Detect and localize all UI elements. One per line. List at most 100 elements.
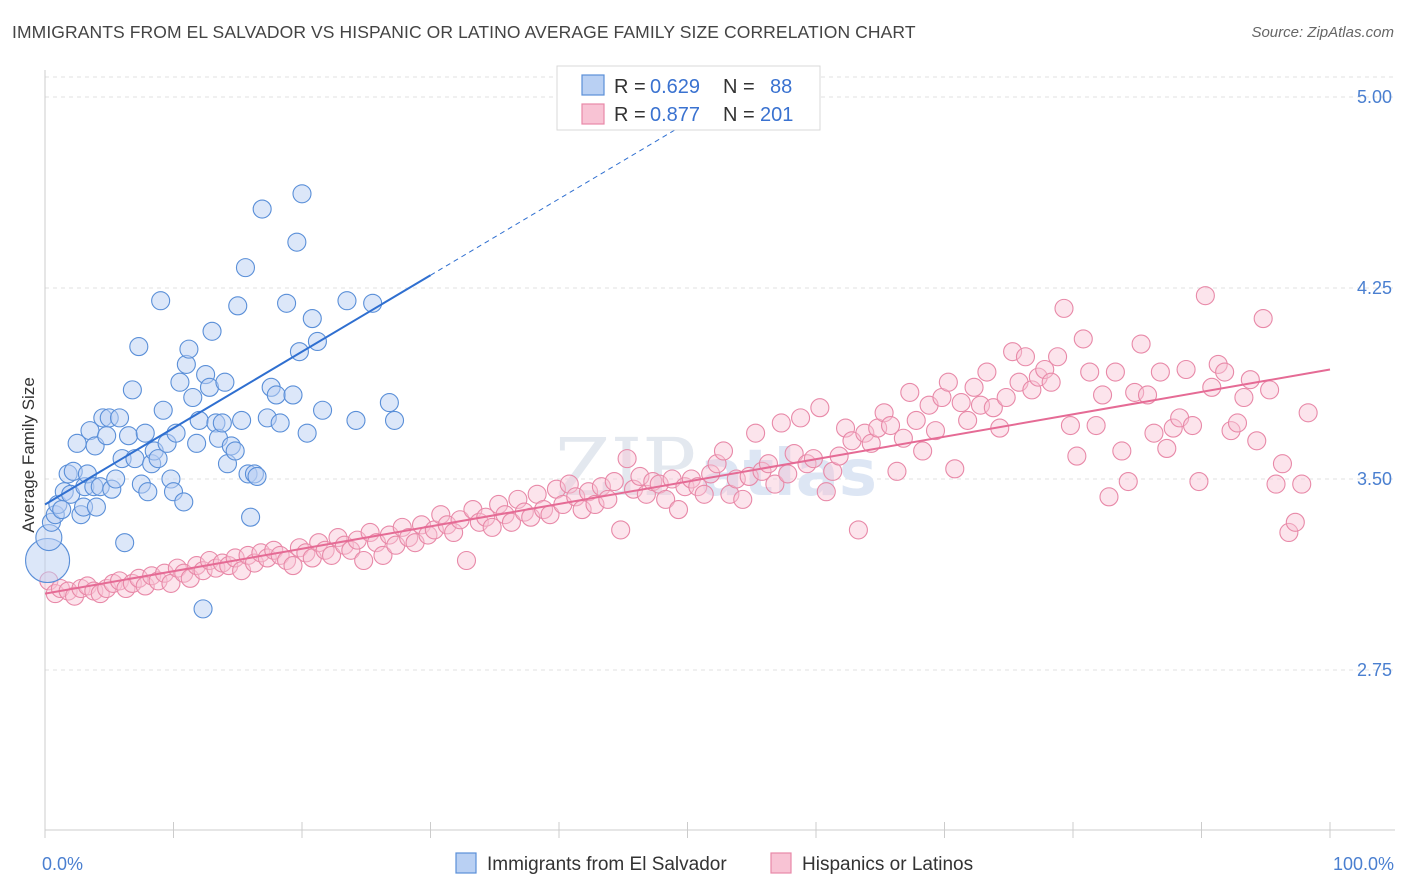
- point-el-salvador-33: [135, 423, 155, 443]
- y-tick-labels: 2.75 3.50 4.25 5.00: [1357, 87, 1392, 680]
- point-hispanic-146: [977, 362, 997, 382]
- y-tick-label-2: 4.25: [1357, 278, 1392, 298]
- point-hispanic-90: [617, 449, 637, 469]
- point-hispanic-73: [508, 489, 528, 509]
- point-hispanic-173: [1150, 362, 1170, 382]
- point-hispanic-143: [958, 410, 978, 430]
- point-hispanic-131: [880, 415, 901, 436]
- point-hispanic-158: [1054, 298, 1074, 318]
- legend-n-label-1: N =: [723, 76, 755, 98]
- point-hispanic-182: [1208, 354, 1228, 374]
- point-hispanic-192: [1272, 454, 1293, 474]
- point-hispanic-159: [1060, 415, 1080, 436]
- point-el-salvador-25: [109, 408, 130, 428]
- bottom-legend-swatch-blue: [455, 852, 477, 874]
- point-hispanic-136: [913, 441, 933, 461]
- point-hispanic-87: [598, 489, 618, 509]
- point-el-salvador-69: [252, 199, 272, 219]
- point-hispanic-113: [765, 474, 785, 494]
- point-el-salvador-51: [193, 599, 213, 619]
- point-hispanic-140: [938, 372, 958, 392]
- point-el-salvador-50: [189, 410, 209, 430]
- point-hispanic-69: [482, 517, 502, 537]
- legend-r-label-1: R =: [614, 76, 646, 98]
- point-el-salvador-47: [179, 339, 199, 359]
- point-hispanic-98: [668, 500, 689, 520]
- point-hispanic-138: [925, 421, 946, 441]
- point-el-salvador-49: [187, 433, 207, 453]
- bottom-legend: Immigrants from El Salvador Hispanics or…: [455, 852, 973, 875]
- bottom-legend-label-pink: Hispanics or Latinos: [802, 854, 973, 875]
- point-el-salvador-57: [212, 413, 232, 433]
- point-hispanic-127: [855, 423, 875, 443]
- point-hispanic-117: [791, 408, 811, 428]
- point-hispanic-70: [489, 494, 509, 515]
- point-el-salvador-31: [129, 337, 149, 357]
- point-hispanic-188: [1247, 431, 1267, 451]
- point-hispanic-130: [874, 403, 894, 423]
- point-hispanic-104: [707, 454, 727, 474]
- point-el-salvador-63: [232, 410, 252, 430]
- point-el-salvador-37: [148, 449, 168, 469]
- point-hispanic-38: [283, 556, 303, 576]
- point-hispanic-157: [1048, 347, 1068, 367]
- point-hispanic-65: [456, 550, 477, 571]
- point-el-salvador-62: [228, 296, 248, 316]
- point-el-salvador-86: [379, 393, 399, 413]
- trend-lines: [44, 122, 1331, 595]
- point-hispanic-89: [611, 520, 631, 540]
- point-hispanic-101: [688, 477, 708, 497]
- point-el-salvador-87: [384, 410, 405, 430]
- point-hispanic-124: [836, 418, 856, 438]
- point-hispanic-44: [322, 545, 342, 565]
- point-hispanic-185: [1227, 413, 1248, 433]
- point-el-salvador-80: [302, 309, 322, 329]
- point-el-salvador-58: [215, 372, 235, 392]
- point-hispanic-184: [1221, 421, 1241, 441]
- point-el-salvador-84: [346, 410, 366, 430]
- point-hispanic-92: [630, 466, 650, 487]
- point-hispanic-174: [1157, 438, 1177, 458]
- point-hispanic-167: [1112, 441, 1132, 461]
- point-hispanic-142: [951, 393, 971, 413]
- point-el-salvador-34: [138, 482, 158, 502]
- point-hispanic-132: [887, 461, 907, 481]
- point-hispanic-120: [810, 398, 830, 418]
- point-hispanic-126: [848, 520, 868, 540]
- point-hispanic-52: [373, 545, 393, 565]
- point-hispanic-72: [501, 512, 522, 532]
- point-el-salvador-38: [151, 291, 171, 311]
- trend-line-el-salvador: [44, 274, 432, 506]
- chart-title: IMMIGRANTS FROM EL SALVADOR VS HISPANIC …: [12, 22, 916, 42]
- point-hispanic-63: [444, 522, 464, 543]
- axes: [44, 70, 1395, 838]
- point-el-salvador-29: [122, 380, 142, 400]
- legend-n-value-2: 201: [760, 104, 793, 126]
- point-hispanic-147: [983, 398, 1003, 418]
- point-hispanic-171: [1137, 385, 1158, 405]
- point-hispanic-189: [1253, 309, 1273, 329]
- legend-n-label-2: N =: [723, 104, 755, 126]
- point-hispanic-153: [1022, 380, 1042, 400]
- y-tick-label-0: 2.75: [1357, 660, 1392, 680]
- point-hispanic-194: [1285, 512, 1305, 532]
- point-el-salvador-72: [266, 385, 286, 405]
- point-hispanic-96: [656, 489, 676, 509]
- point-el-salvador-27: [115, 533, 135, 553]
- trend-line-el-salvador-extension: [430, 122, 688, 276]
- point-hispanic-88: [604, 471, 624, 492]
- point-el-salvador-30: [125, 449, 145, 469]
- legend-r-value-1: 0.629: [650, 76, 700, 98]
- point-hispanic-168: [1118, 471, 1138, 492]
- legend-swatch-pink: [581, 103, 605, 125]
- point-hispanic-108: [733, 489, 753, 509]
- point-hispanic-178: [1182, 415, 1203, 436]
- point-hispanic-152: [1015, 347, 1036, 367]
- point-el-salvador-68: [247, 466, 267, 487]
- point-hispanic-85: [585, 494, 605, 515]
- point-hispanic-56: [399, 528, 419, 548]
- point-el-salvador-18: [86, 497, 106, 517]
- point-hispanic-155: [1035, 359, 1055, 380]
- point-hispanic-47: [341, 540, 361, 560]
